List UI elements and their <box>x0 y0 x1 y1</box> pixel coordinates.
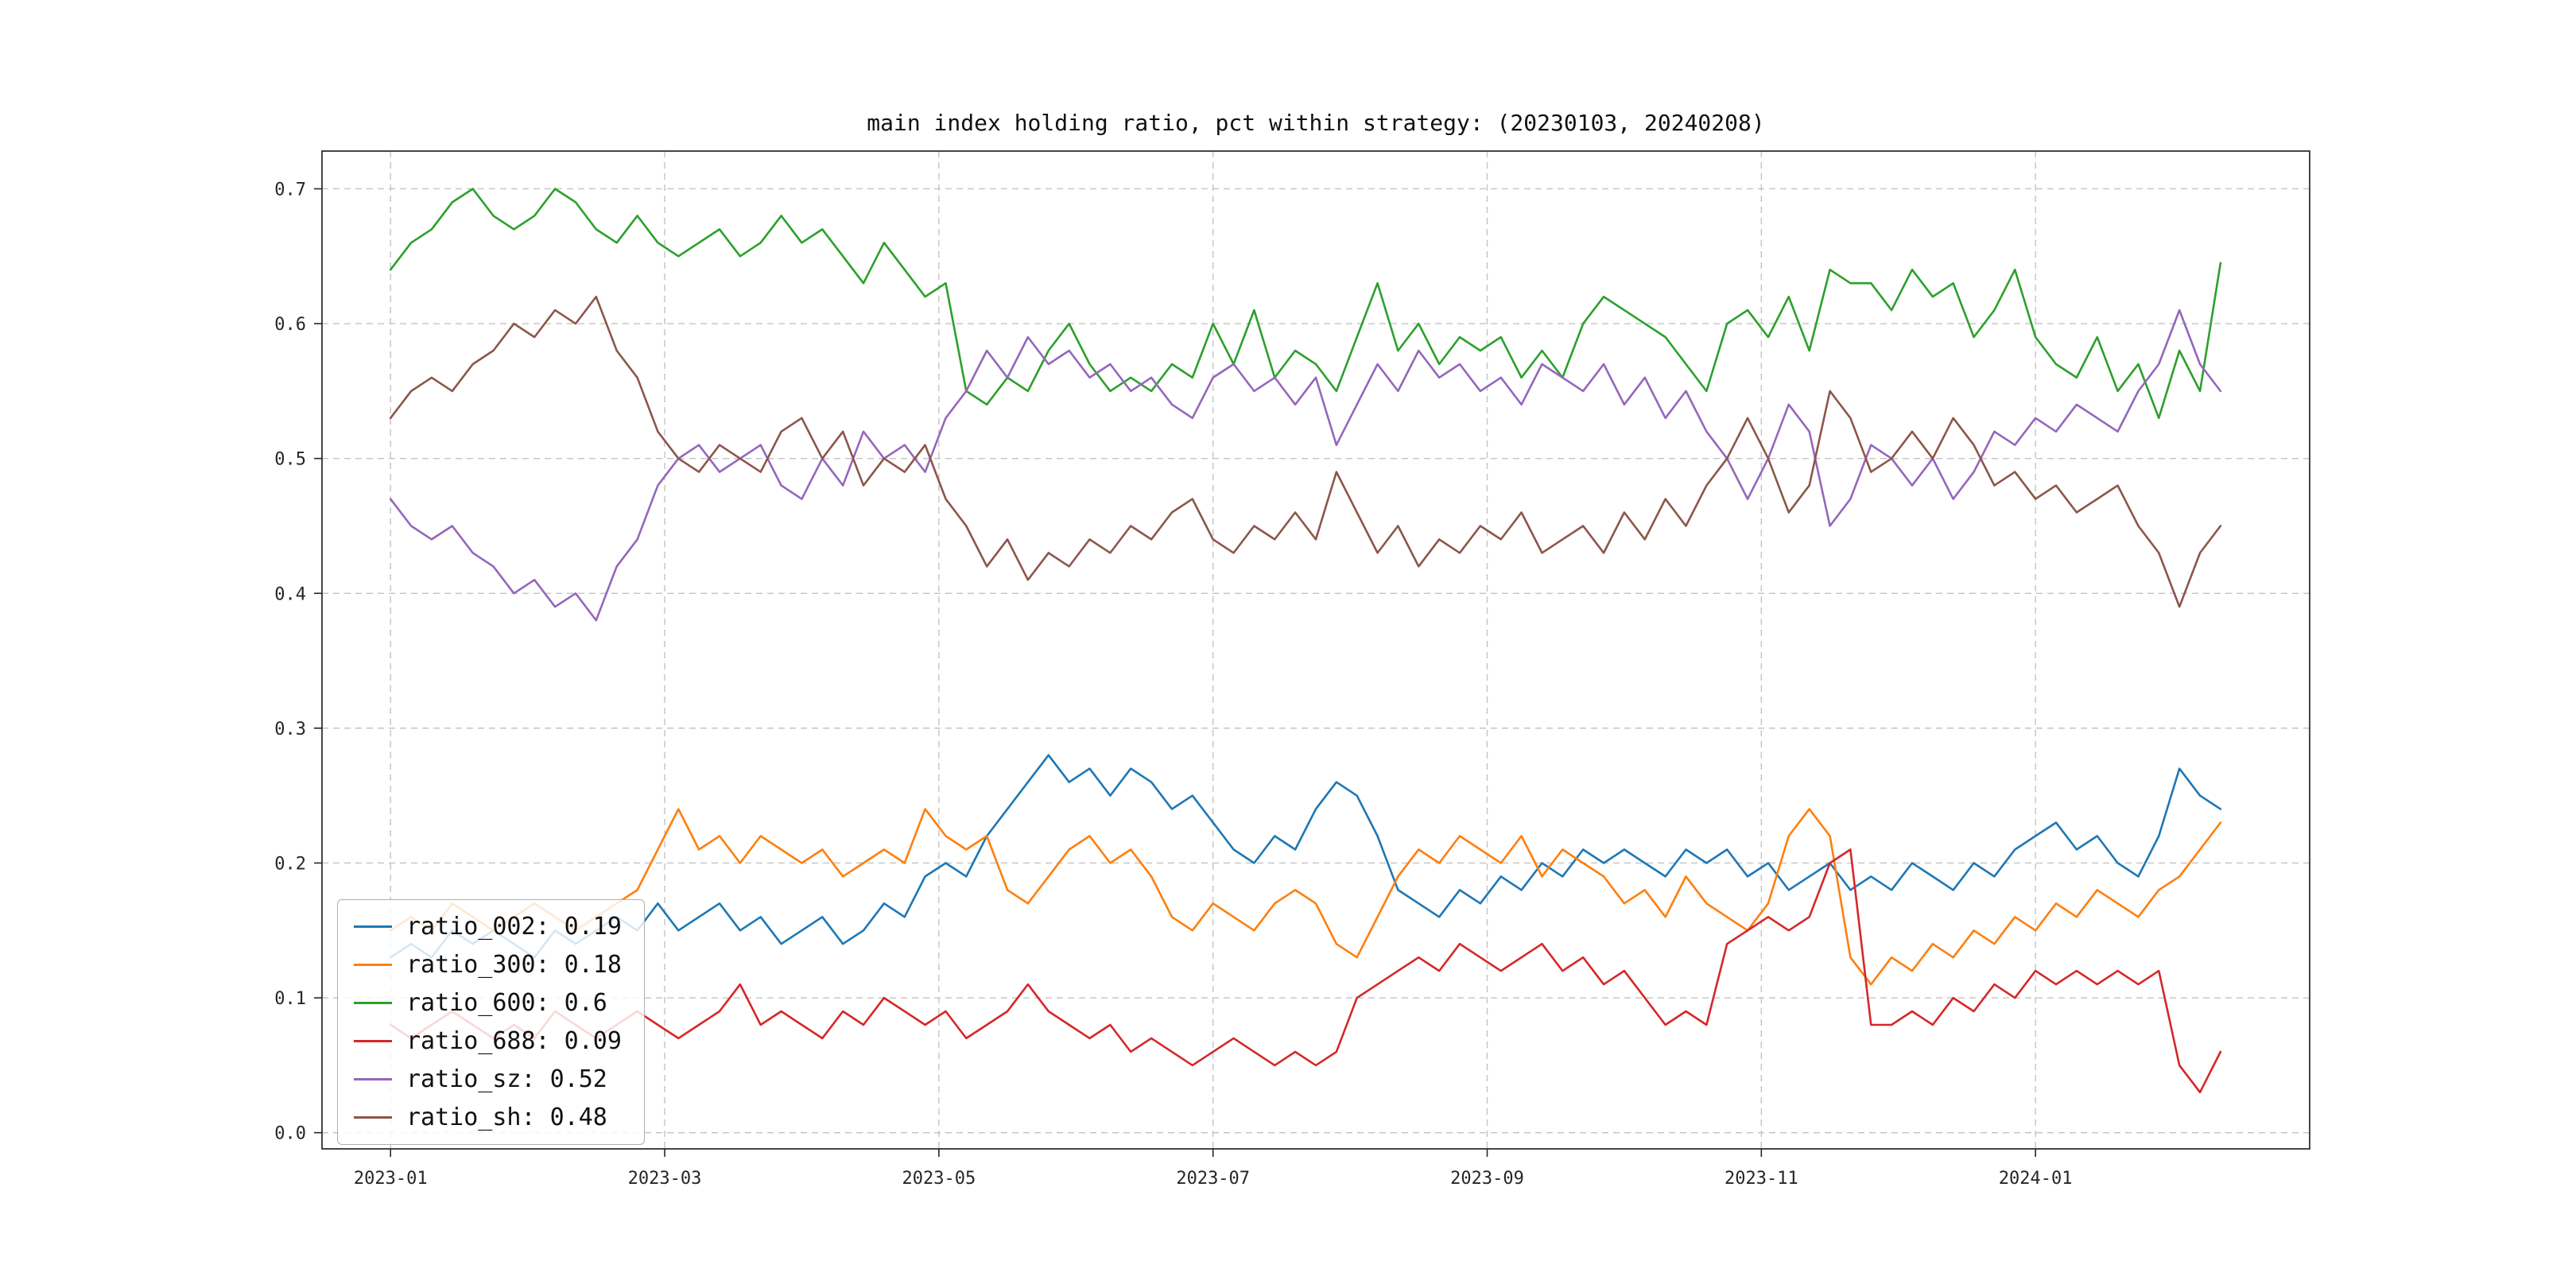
legend-line-swatch <box>354 964 392 966</box>
chart-title: main index holding ratio, pct within str… <box>867 110 1765 136</box>
series-line-ratio_300 <box>389 808 2222 986</box>
legend-item-ratio_sh: ratio_sh: 0.48 <box>354 1104 622 1131</box>
y-tick-label: 0.3 <box>274 720 306 739</box>
legend-item-ratio_300: ratio_300: 0.18 <box>354 951 622 979</box>
axes-border <box>321 150 2310 1150</box>
legend-item-ratio_002: ratio_002: 0.19 <box>354 913 622 941</box>
x-tick-label: 2023-01 <box>354 1169 428 1189</box>
legend-label: ratio_sz: 0.52 <box>406 1065 607 1093</box>
legend: ratio_002: 0.19 ratio_300: 0.18 ratio_600:… <box>337 899 645 1145</box>
x-tick-label: 2023-05 <box>902 1169 976 1189</box>
series-line-ratio_688 <box>389 848 2222 1094</box>
legend-item-ratio_600: ratio_600: 0.6 <box>354 989 622 1017</box>
legend-label: ratio_sh: 0.48 <box>406 1104 607 1131</box>
y-tick-label: 0.6 <box>274 315 306 335</box>
legend-line-swatch <box>354 1116 392 1119</box>
y-tick-label: 0.0 <box>274 1124 306 1144</box>
legend-line-swatch <box>354 1040 392 1042</box>
y-tick-label: 0.4 <box>274 584 306 604</box>
y-tick-label: 0.1 <box>274 989 306 1009</box>
x-tick-label: 2023-09 <box>1450 1169 1524 1189</box>
series-line-ratio_600 <box>389 188 2222 420</box>
legend-label: ratio_002: 0.19 <box>406 913 622 941</box>
series-line-ratio_002 <box>389 754 2222 959</box>
series-line-ratio_sz <box>389 308 2222 622</box>
series-line-ratio_sh <box>389 295 2222 608</box>
y-tick-label: 0.5 <box>274 450 306 470</box>
y-tick-label: 0.2 <box>274 854 306 874</box>
x-tick-label: 2023-11 <box>1724 1169 1798 1189</box>
legend-label: ratio_688: 0.09 <box>406 1027 622 1055</box>
x-tick-label: 2023-03 <box>628 1169 702 1189</box>
legend-item-ratio_sz: ratio_sz: 0.52 <box>354 1065 622 1093</box>
y-tick-label: 0.7 <box>274 180 306 200</box>
x-tick-label: 2023-07 <box>1176 1169 1250 1189</box>
legend-item-ratio_688: ratio_688: 0.09 <box>354 1027 622 1055</box>
legend-line-swatch <box>354 925 392 928</box>
legend-line-swatch <box>354 1078 392 1080</box>
legend-label: ratio_600: 0.6 <box>406 989 607 1017</box>
legend-line-swatch <box>354 1002 392 1004</box>
legend-label: ratio_300: 0.18 <box>406 951 622 979</box>
x-tick-label: 2024-01 <box>1999 1169 2073 1189</box>
